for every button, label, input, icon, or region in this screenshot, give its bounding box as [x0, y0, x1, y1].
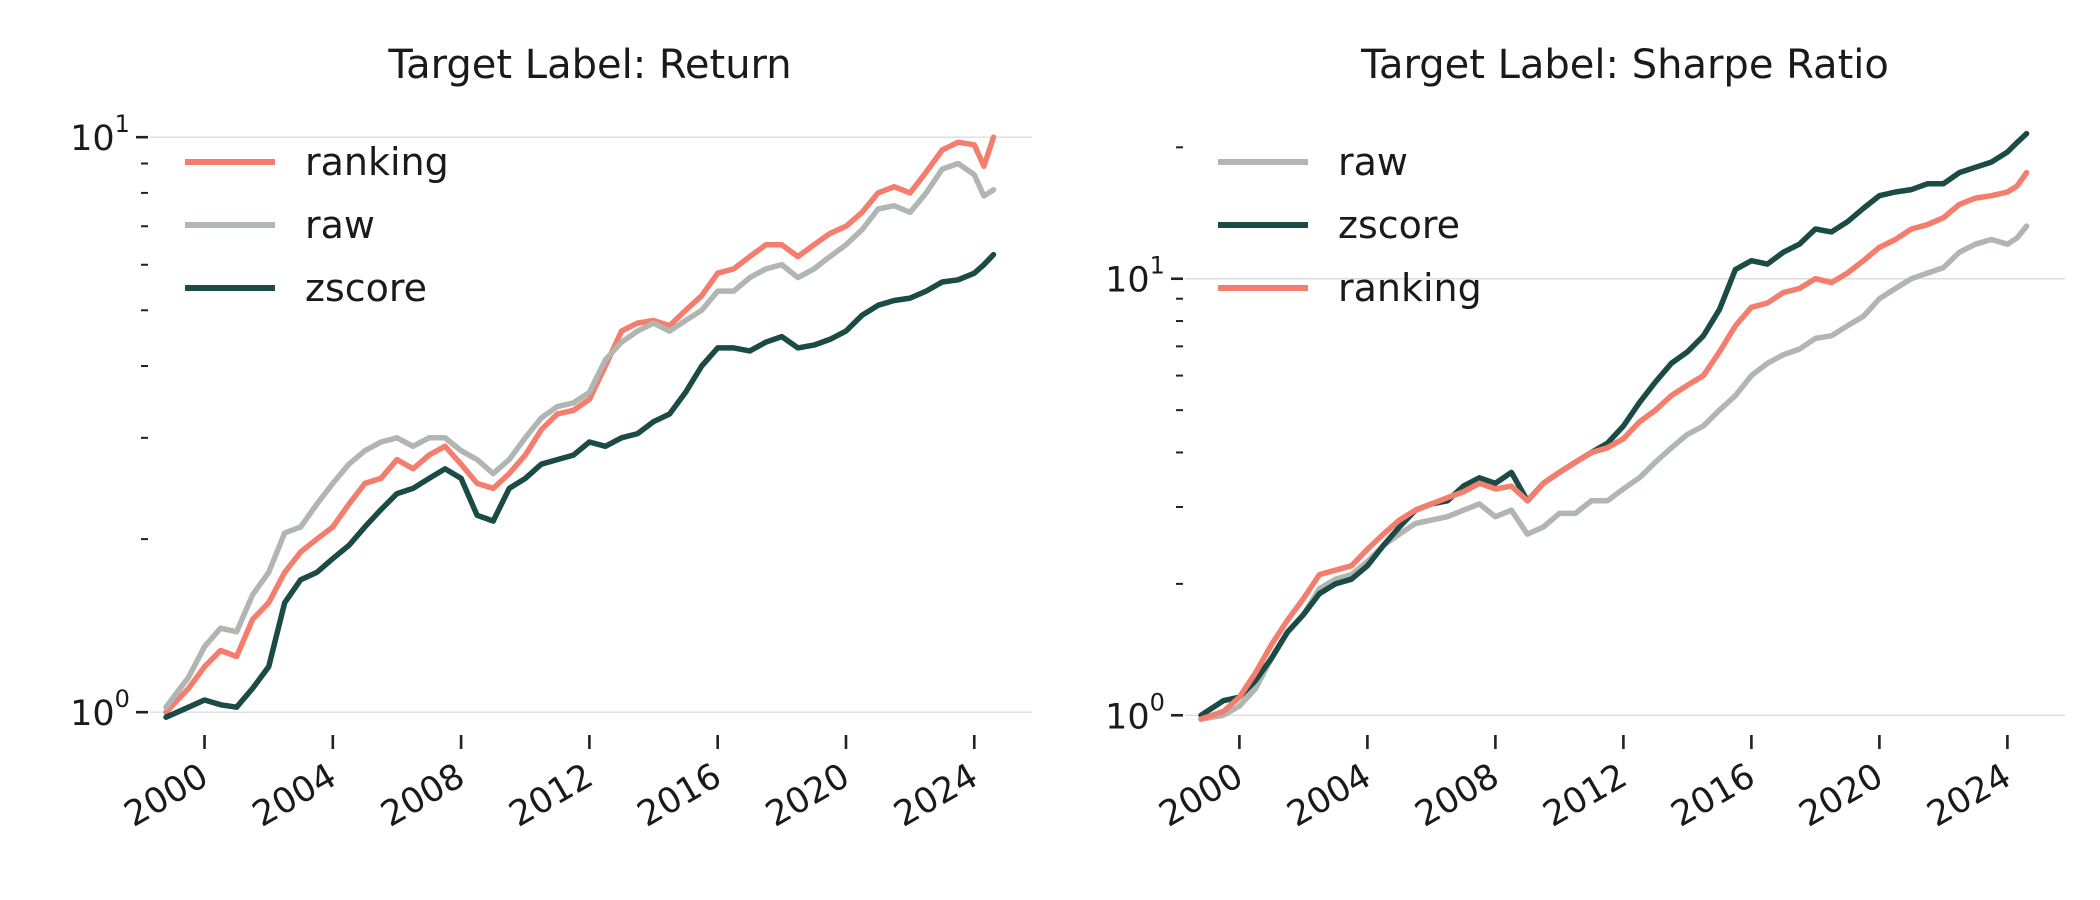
series-layer — [1198, 130, 2030, 722]
y-tick-base: 10 — [1105, 261, 1150, 301]
x-tick-label: 2008 — [1409, 756, 1506, 835]
grid-layer — [150, 136, 1032, 713]
y-tick-exponent: 1 — [1150, 252, 1165, 280]
y-tick-exponent: 0 — [115, 685, 130, 713]
series-line-ranking — [1198, 169, 2030, 722]
series-line-ranking — [163, 134, 997, 715]
series-line-zscore — [163, 251, 997, 720]
x-tick-label: 2024 — [888, 756, 985, 835]
chart-title: Target Label: Return — [387, 42, 791, 88]
y-tick-label: 100 — [1105, 688, 1165, 737]
series-line-zscore — [1198, 130, 2030, 719]
y-tick-label: 100 — [70, 685, 130, 734]
x-tick-label: 2016 — [631, 756, 728, 835]
x-tick-label: 2012 — [503, 756, 600, 835]
x-tick-label: 2020 — [759, 756, 856, 835]
y-tick-base: 10 — [70, 119, 115, 159]
series-line-raw — [1198, 223, 2030, 722]
series-layer — [163, 134, 997, 720]
y-tick-exponent: 1 — [115, 110, 130, 138]
chart-title: Target Label: Sharpe Ratio — [1360, 42, 1889, 88]
legend-label-zscore: zscore — [1338, 203, 1460, 247]
legend-label-raw: raw — [1338, 140, 1408, 184]
x-tick-label: 2004 — [1281, 756, 1378, 835]
legend-label-raw: raw — [305, 203, 375, 247]
legend-label-ranking: ranking — [1338, 266, 1482, 310]
x-tick-label: 2020 — [1793, 756, 1890, 835]
x-tick-label: 2024 — [1921, 756, 2018, 835]
x-tick-label: 2016 — [1665, 756, 1762, 835]
series-line-raw — [163, 160, 997, 710]
x-tick-label: 2008 — [374, 756, 471, 835]
legend-label-ranking: ranking — [305, 140, 449, 184]
y-tick-label: 101 — [70, 110, 130, 159]
y-tick-base: 10 — [70, 694, 115, 734]
y-tick-exponent: 0 — [1150, 688, 1165, 716]
y-tick-base: 10 — [1105, 697, 1150, 737]
legend-label-zscore: zscore — [305, 266, 427, 310]
legend: ranking raw zscore — [185, 140, 449, 310]
y-tick-label: 101 — [1105, 252, 1165, 301]
x-tick-label: 2000 — [118, 756, 215, 835]
x-tick-label: 2012 — [1537, 756, 1634, 835]
legend: raw zscore ranking — [1218, 140, 1482, 310]
x-tick-label: 2004 — [246, 756, 343, 835]
grid-layer — [1185, 278, 2065, 716]
x-tick-label: 2000 — [1153, 756, 1250, 835]
